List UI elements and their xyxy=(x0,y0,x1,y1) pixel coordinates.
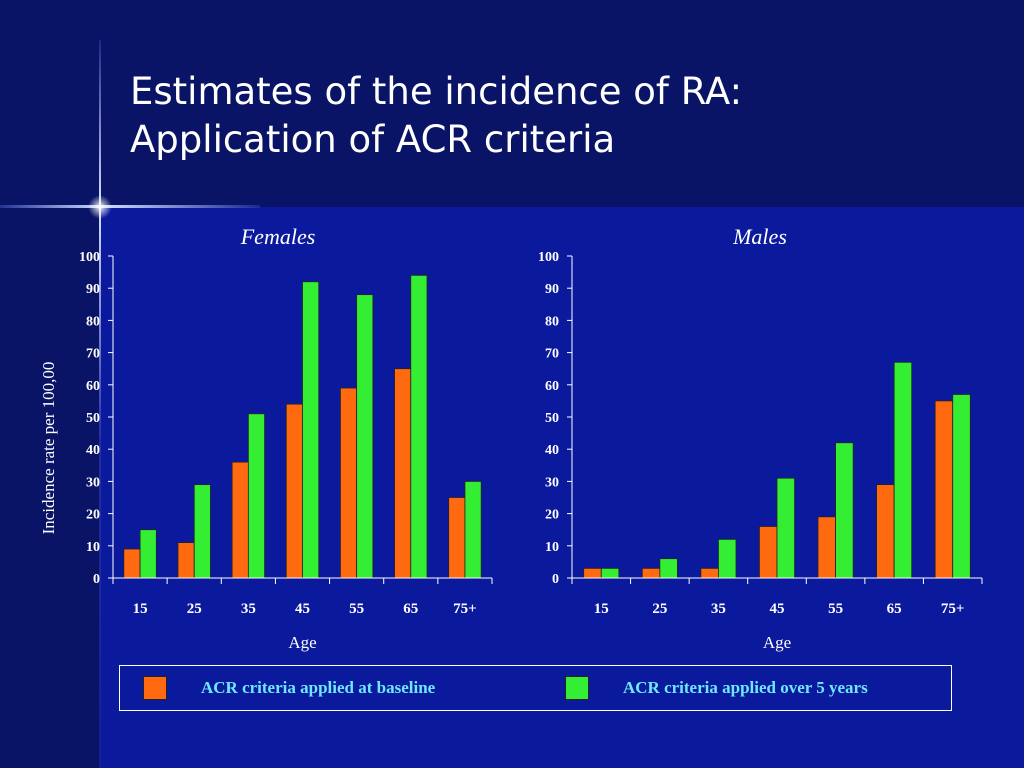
females-bar-five-year-15 xyxy=(139,529,157,579)
females-bar-five-year-25 xyxy=(193,484,211,579)
females-bar-baseline-65 xyxy=(394,368,412,579)
slide-title-line-2: Application of ACR criteria xyxy=(130,118,616,161)
females-bar-baseline-25 xyxy=(177,542,195,579)
males-y-tick-label-60: 60 xyxy=(545,379,559,394)
males-x-tick-label-55: 55 xyxy=(828,601,843,617)
males-x-tick-label-25: 25 xyxy=(652,601,667,617)
males-x-tick-label-15: 15 xyxy=(594,601,609,617)
females-bar-five-year-55 xyxy=(356,294,374,579)
legend-label-baseline: ACR criteria applied at baseline xyxy=(201,678,436,697)
slide-left-band xyxy=(0,207,100,768)
females-bar-baseline-35 xyxy=(231,461,249,579)
legend-label-five-year: ACR criteria applied over 5 years xyxy=(623,678,868,697)
males-bar-five-year-25 xyxy=(659,558,678,579)
males-bar-baseline-35 xyxy=(700,567,719,579)
males-bar-five-year-55 xyxy=(835,442,854,579)
females-bar-five-year-75+ xyxy=(464,480,482,579)
legend-swatch-baseline xyxy=(143,676,167,700)
males-chart-title: Males xyxy=(732,224,787,249)
females-x-tick-label-25: 25 xyxy=(187,601,202,617)
decorative-horizontal-line xyxy=(0,205,260,208)
males-bar-baseline-15 xyxy=(583,567,602,579)
males-y-tick-label-80: 80 xyxy=(545,314,559,329)
males-x-tick-label-65: 65 xyxy=(887,601,902,617)
females-bar-baseline-75+ xyxy=(448,497,466,579)
females-y-tick-label-80: 80 xyxy=(86,314,100,329)
males-bar-baseline-45 xyxy=(759,526,778,579)
females-y-tick-label-40: 40 xyxy=(86,443,100,458)
females-y-tick-label-70: 70 xyxy=(86,347,100,362)
males-y-tick-label-20: 20 xyxy=(545,508,559,523)
males-x-tick-label-75+: 75+ xyxy=(941,601,965,617)
females-bar-five-year-35 xyxy=(247,413,266,579)
decorative-sparkle xyxy=(88,195,112,219)
males-y-tick-label-50: 50 xyxy=(545,411,559,426)
females-y-tick-label-20: 20 xyxy=(86,508,100,523)
males-y-tick-label-30: 30 xyxy=(545,475,559,490)
males-x-tick-label-45: 45 xyxy=(770,601,785,617)
males-y-tick-label-10: 10 xyxy=(545,540,559,555)
females-bar-five-year-65 xyxy=(410,274,428,579)
females-x-tick-label-45: 45 xyxy=(295,601,310,617)
males-bar-five-year-15 xyxy=(600,567,620,579)
males-bar-five-year-35 xyxy=(718,538,737,579)
males-y-tick-label-0: 0 xyxy=(552,572,559,587)
males-bar-baseline-75+ xyxy=(934,400,954,579)
females-bar-baseline-15 xyxy=(123,548,141,579)
males-bar-five-year-65 xyxy=(893,361,913,579)
slide-header-background xyxy=(0,0,1024,207)
females-y-tick-label-100: 100 xyxy=(79,250,100,265)
slide-title-line-1: Estimates of the incidence of RA: xyxy=(130,70,743,113)
females-bar-baseline-45 xyxy=(285,403,303,579)
slide-title: Estimates of the incidence of RA: Applic… xyxy=(130,68,990,164)
legend-swatch-five-year xyxy=(565,676,589,700)
females-x-tick-label-35: 35 xyxy=(241,601,256,617)
males-bar-baseline-25 xyxy=(641,567,661,579)
females-y-tick-label-90: 90 xyxy=(86,282,100,297)
females-x-tick-label-55: 55 xyxy=(349,601,364,617)
males-y-tick-label-40: 40 xyxy=(545,443,559,458)
males-bar-five-year-75+ xyxy=(952,394,971,579)
females-y-tick-label-30: 30 xyxy=(86,475,100,490)
decorative-vertical-line xyxy=(99,40,101,768)
females-y-tick-label-60: 60 xyxy=(86,379,100,394)
legend-item-baseline: ACR criteria applied at baseline xyxy=(143,676,435,700)
females-x-tick-label-15: 15 xyxy=(133,601,148,617)
males-y-tick-label-70: 70 xyxy=(545,347,559,362)
males-x-axis-label: Age xyxy=(763,633,791,652)
males-y-tick-label-100: 100 xyxy=(538,250,559,265)
females-y-axis-label: Incidence rate per 100,00 xyxy=(39,362,58,535)
females-y-tick-label-10: 10 xyxy=(86,540,100,555)
females-x-tick-label-75+: 75+ xyxy=(453,601,477,617)
females-x-axis-label: Age xyxy=(288,633,316,652)
legend-item-five-year: ACR criteria applied over 5 years xyxy=(565,676,868,700)
males-y-tick-label-90: 90 xyxy=(545,282,559,297)
males-bar-baseline-65 xyxy=(876,484,895,579)
females-x-tick-label-65: 65 xyxy=(403,601,418,617)
females-chart-title: Females xyxy=(240,224,316,249)
females-y-tick-label-50: 50 xyxy=(86,411,100,426)
males-bar-baseline-55 xyxy=(817,516,836,579)
females-bar-baseline-55 xyxy=(339,387,358,579)
females-y-tick-label-0: 0 xyxy=(93,572,100,587)
males-x-tick-label-35: 35 xyxy=(711,601,726,617)
legend: ACR criteria applied at baseline ACR cri… xyxy=(119,665,952,711)
males-bar-five-year-45 xyxy=(776,477,795,579)
females-bar-five-year-45 xyxy=(302,281,320,579)
